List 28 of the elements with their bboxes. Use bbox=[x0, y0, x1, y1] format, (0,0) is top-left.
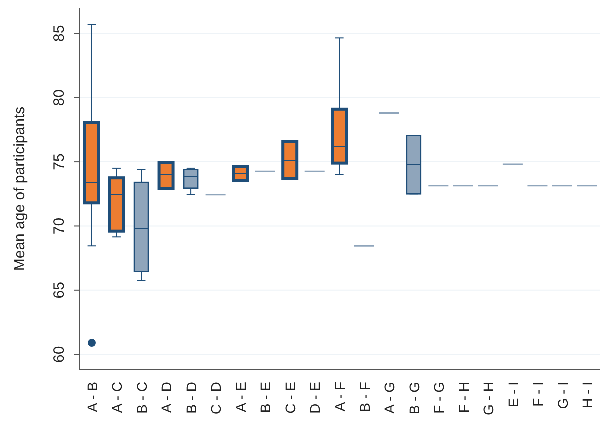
x-tick-label: H - I bbox=[580, 382, 596, 408]
x-tick-label: E - I bbox=[505, 382, 522, 408]
y-axis-title: Mean age of participants bbox=[11, 106, 28, 272]
y-tick-label: 70 bbox=[51, 218, 68, 235]
x-tick-label: D - E bbox=[307, 382, 324, 414]
x-tick-label: G - H bbox=[480, 382, 497, 416]
x-tick-label: C - D bbox=[208, 382, 224, 415]
x-tick-label: A - F bbox=[332, 382, 348, 412]
x-tick-label: B - E bbox=[258, 382, 274, 414]
x-tick-label: B - D bbox=[183, 382, 200, 414]
y-tick-label: 85 bbox=[51, 25, 68, 42]
x-tick-label: F - I bbox=[530, 382, 546, 407]
x-tick-label: F - G bbox=[431, 382, 448, 414]
y-tick-label: 80 bbox=[51, 90, 68, 106]
x-tick-label: A - C bbox=[109, 382, 126, 414]
x-tick-label: A - B bbox=[84, 382, 100, 412]
x-tick-label: A - D bbox=[158, 382, 175, 414]
x-tick-label: F - H bbox=[456, 382, 472, 414]
x-tick-label: B - G bbox=[406, 382, 422, 415]
x-tick-label: A - G bbox=[382, 382, 398, 414]
x-tick-label: B - C bbox=[134, 382, 150, 414]
x-tick-label: B - F bbox=[356, 382, 373, 412]
y-tick-label: 65 bbox=[51, 282, 68, 299]
y-tick-label: 60 bbox=[51, 346, 68, 363]
x-tick-label: G - I bbox=[554, 382, 571, 410]
y-tick-label: 75 bbox=[51, 154, 68, 170]
x-tick-label: C - E bbox=[282, 382, 298, 414]
x-tick-label: A - E bbox=[232, 382, 249, 412]
